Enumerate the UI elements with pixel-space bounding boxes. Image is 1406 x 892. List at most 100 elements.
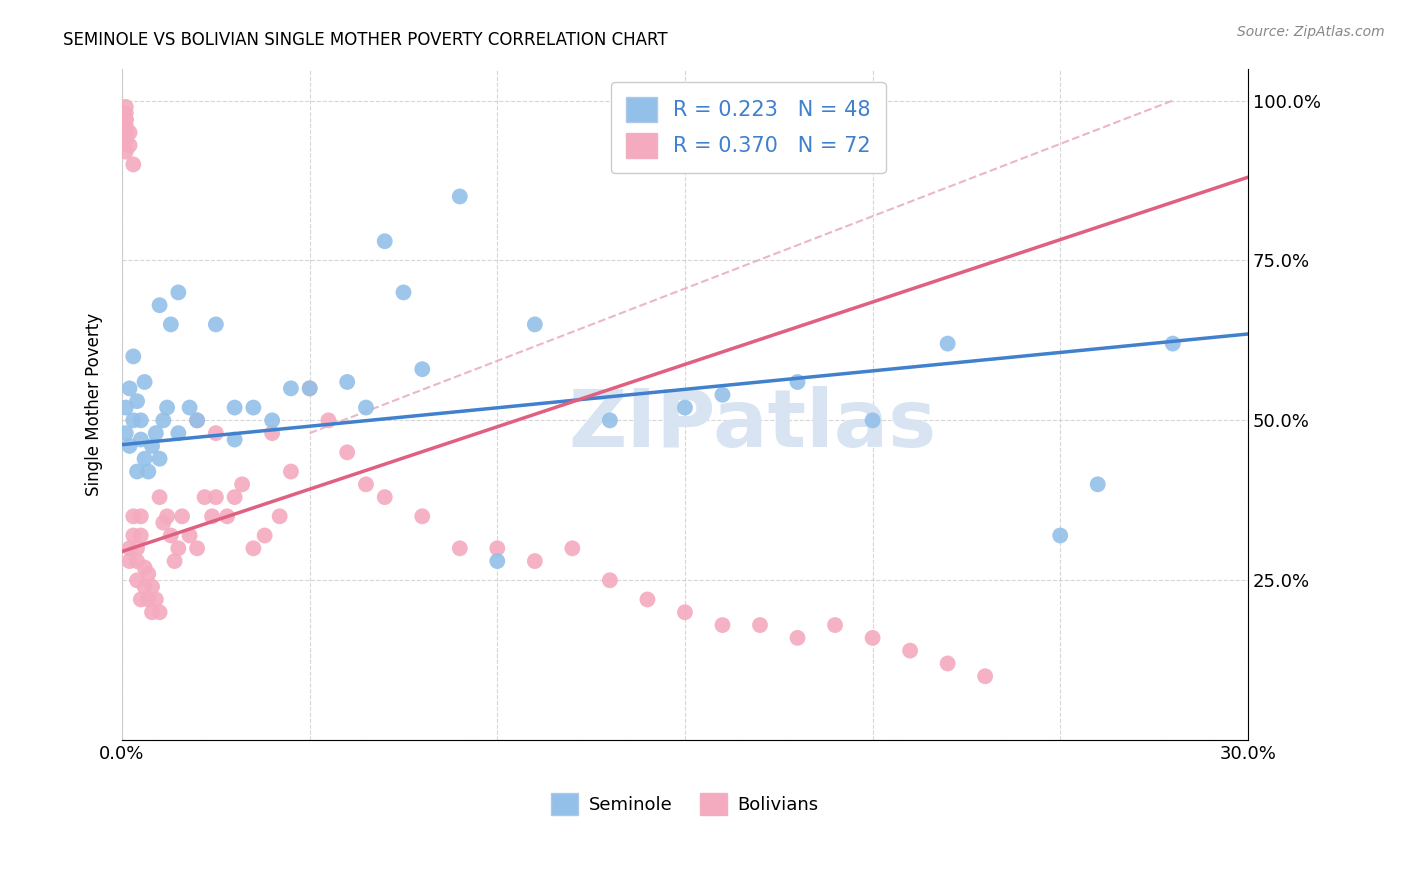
Point [205, 318, 228, 332]
Legend: Seminole, Bolivians: Seminole, Bolivians [544, 786, 827, 822]
Point [224, 401, 246, 415]
Point [711, 388, 734, 402]
Point [125, 394, 148, 409]
Point [269, 509, 291, 524]
Point [148, 451, 170, 466]
Point [114, 126, 136, 140]
Point [205, 426, 228, 441]
Point [205, 490, 228, 504]
Point [786, 375, 808, 389]
Point [898, 643, 921, 657]
Point [114, 132, 136, 146]
Point [148, 605, 170, 619]
Point [936, 657, 959, 671]
Point [374, 490, 396, 504]
Point [786, 631, 808, 645]
Point [280, 381, 302, 395]
Point [145, 426, 167, 441]
Point [163, 554, 186, 568]
Text: SEMINOLE VS BOLIVIAN SINGLE MOTHER POVERTY CORRELATION CHART: SEMINOLE VS BOLIVIAN SINGLE MOTHER POVER… [63, 31, 668, 49]
Point [280, 465, 302, 479]
Point [134, 375, 156, 389]
Point [298, 381, 321, 395]
Point [167, 426, 190, 441]
Point [134, 451, 156, 466]
Point [179, 528, 201, 542]
Point [160, 318, 183, 332]
Point [122, 350, 145, 364]
Point [224, 433, 246, 447]
Point [711, 618, 734, 632]
Point [141, 580, 163, 594]
Point [118, 541, 141, 556]
Point [673, 605, 696, 619]
Point [129, 528, 152, 542]
Point [298, 381, 321, 395]
Point [125, 574, 148, 588]
Point [136, 592, 159, 607]
Point [561, 541, 583, 556]
Point [374, 234, 396, 248]
Point [136, 566, 159, 581]
Text: ZIPatlas: ZIPatlas [568, 385, 936, 464]
Point [141, 439, 163, 453]
Point [122, 413, 145, 427]
Point [167, 285, 190, 300]
Point [1161, 336, 1184, 351]
Point [152, 516, 174, 530]
Point [114, 119, 136, 133]
Point [134, 560, 156, 574]
Point [523, 554, 546, 568]
Point [673, 401, 696, 415]
Point [114, 112, 136, 127]
Point [129, 509, 152, 524]
Point [122, 528, 145, 542]
Point [186, 413, 208, 427]
Point [118, 126, 141, 140]
Point [125, 541, 148, 556]
Point [486, 541, 509, 556]
Point [179, 401, 201, 415]
Point [114, 145, 136, 159]
Point [253, 528, 276, 542]
Point [354, 477, 377, 491]
Point [118, 138, 141, 153]
Point [148, 298, 170, 312]
Point [118, 439, 141, 453]
Point [118, 381, 141, 395]
Point [118, 554, 141, 568]
Point [122, 509, 145, 524]
Point [486, 554, 509, 568]
Point [201, 509, 224, 524]
Point [336, 375, 359, 389]
Point [217, 509, 239, 524]
Point [231, 477, 253, 491]
Point [1049, 528, 1071, 542]
Point [523, 318, 546, 332]
Point [145, 592, 167, 607]
Point [129, 433, 152, 447]
Point [936, 336, 959, 351]
Point [172, 509, 194, 524]
Point [749, 618, 772, 632]
Point [636, 592, 658, 607]
Point [125, 465, 148, 479]
Point [242, 541, 264, 556]
Point [122, 157, 145, 171]
Point [167, 541, 190, 556]
Point [114, 106, 136, 120]
Point [336, 445, 359, 459]
Point [1087, 477, 1109, 491]
Point [136, 465, 159, 479]
Point [114, 112, 136, 127]
Point [152, 413, 174, 427]
Point [449, 541, 471, 556]
Point [156, 401, 179, 415]
Point [125, 554, 148, 568]
Y-axis label: Single Mother Poverty: Single Mother Poverty [86, 313, 103, 496]
Point [392, 285, 415, 300]
Point [862, 413, 884, 427]
Point [411, 362, 433, 376]
Point [186, 541, 208, 556]
Point [862, 631, 884, 645]
